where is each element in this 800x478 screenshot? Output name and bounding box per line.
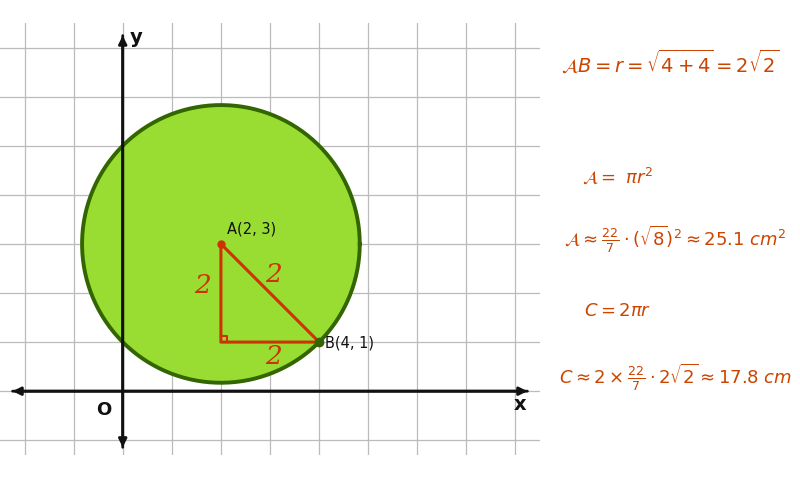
Text: 2: 2 — [265, 262, 282, 287]
Text: x: x — [514, 395, 526, 414]
Text: $C = 2\pi r$: $C = 2\pi r$ — [584, 302, 652, 320]
Polygon shape — [82, 105, 360, 383]
Text: $\mathcal{A}B = r = \sqrt{4+4} = 2\sqrt{2}$: $\mathcal{A}B = r = \sqrt{4+4} = 2\sqrt{… — [561, 48, 779, 76]
Text: B(4, 1): B(4, 1) — [325, 336, 374, 351]
Text: 2: 2 — [194, 273, 210, 298]
Text: 2: 2 — [265, 344, 282, 369]
Text: y: y — [130, 28, 143, 47]
Text: A(2, 3): A(2, 3) — [227, 221, 276, 236]
Text: O: O — [97, 401, 112, 419]
Text: $\mathcal{A} \approx \frac{22}{7} \cdot (\sqrt{8})^2 \approx 25.1\ cm^2$: $\mathcal{A} \approx \frac{22}{7} \cdot … — [564, 223, 786, 255]
Text: $C \approx 2 \times \frac{22}{7} \cdot 2\sqrt{2} \approx 17.8\ cm$: $C \approx 2 \times \frac{22}{7} \cdot 2… — [558, 362, 792, 393]
Text: $\mathcal{A} = \ \pi r^2$: $\mathcal{A} = \ \pi r^2$ — [582, 166, 654, 187]
